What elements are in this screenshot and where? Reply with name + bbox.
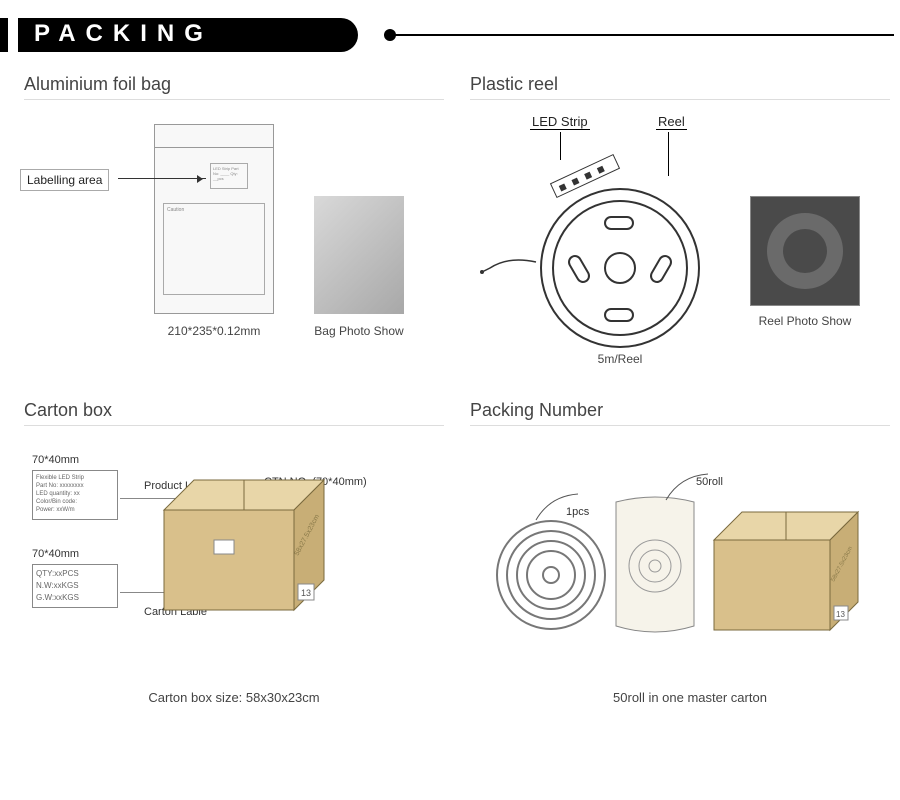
foil-bag-photo-caption: Bag Photo Show [314, 324, 404, 338]
labelling-area-callout: Labelling area [20, 169, 109, 191]
svg-text:13: 13 [836, 610, 845, 619]
reel-hub [604, 252, 636, 284]
inner-bag-diagram [610, 496, 700, 636]
end-num: 13 [301, 588, 311, 598]
carton-3d: 13 58x27.5x23cm [164, 470, 364, 620]
reel-flat-diagram [496, 520, 606, 630]
banner-title: PACKING [18, 18, 358, 52]
reel-diagram [500, 118, 730, 348]
carton-size-caption: Carton box size: 58x30x23cm [114, 690, 354, 705]
banner-rule [390, 34, 894, 36]
label2-dim: 70*40mm [32, 548, 79, 560]
foil-bag-photo [314, 196, 404, 314]
reel-photo-hub [783, 229, 827, 273]
section-carton-box: Carton box 70*40mm Flexible LED Strip Pa… [24, 400, 444, 750]
carton-3d: 13 58x27.5x23cm [714, 504, 900, 654]
banner-gap [8, 18, 18, 52]
page-banner: PACKING [0, 18, 900, 52]
banner-stripe [0, 18, 8, 52]
foil-bag-caution-panel: Caution [163, 203, 265, 295]
product-label-card: Flexible LED Strip Part No: xxxxxxxx LED… [32, 470, 118, 520]
section-packing-number: Packing Number 1pcs 50roll 13 58 [470, 400, 890, 750]
foil-bag-seal-line [155, 147, 273, 148]
foil-bag-label-area: LED Strip Part No: ____ Qty: __pcs [210, 163, 248, 189]
wire-icon [478, 258, 544, 278]
carton-box-title: Carton box [24, 400, 444, 426]
foil-bag-title: Aluminium foil bag [24, 74, 444, 100]
carton-label-card: QTY:xxPCS N.W:xxKGS G.W:xxKGS [32, 564, 118, 608]
packing-number-title: Packing Number [470, 400, 890, 426]
reel-photo [750, 196, 860, 306]
carton-svg-icon: 13 58x27.5x23cm [714, 504, 900, 664]
reel-slot [604, 216, 634, 230]
plastic-reel-title: Plastic reel [470, 74, 890, 100]
reel-slot [604, 308, 634, 322]
packnum-caption: 50roll in one master carton [580, 690, 800, 705]
carton-svg-icon: 13 58x27.5x23cm [164, 470, 384, 640]
curve-arrow-icon [660, 470, 720, 510]
arrow-icon [118, 178, 206, 179]
reel-photo-caption: Reel Photo Show [748, 314, 862, 328]
per-reel-caption: 5m/Reel [550, 352, 690, 366]
foil-bag-dim: 210*235*0.12mm [154, 324, 274, 338]
label1-dim: 70*40mm [32, 454, 79, 466]
section-plastic-reel: Plastic reel LED Strip Reel 5m/Reel Reel… [470, 74, 890, 374]
curve-arrow-icon [530, 490, 590, 530]
foil-bag-diagram: LED Strip Part No: ____ Qty: __pcs Cauti… [154, 124, 274, 314]
section-foil-bag: Aluminium foil bag LED Strip Part No: __… [24, 74, 444, 374]
